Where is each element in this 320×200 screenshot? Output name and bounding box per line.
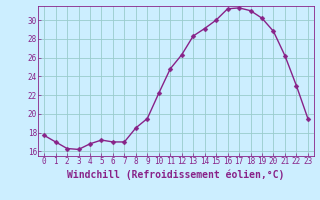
X-axis label: Windchill (Refroidissement éolien,°C): Windchill (Refroidissement éolien,°C) [67, 169, 285, 180]
